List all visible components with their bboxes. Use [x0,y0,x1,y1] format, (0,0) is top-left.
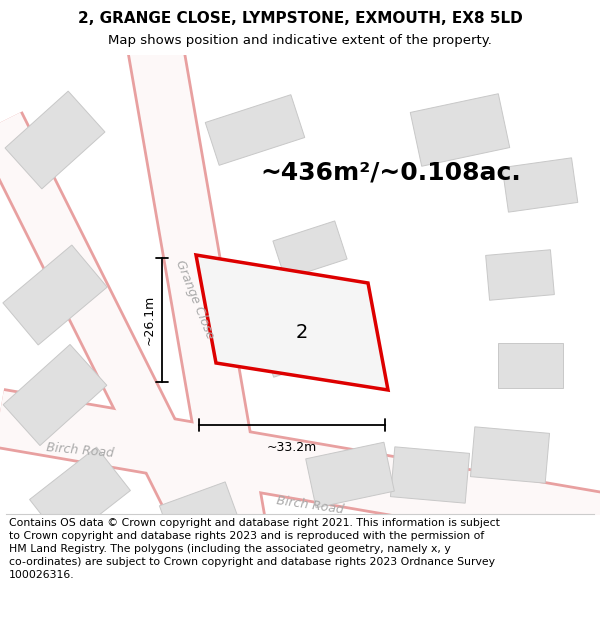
Polygon shape [273,221,347,279]
Polygon shape [3,344,107,446]
Text: 2, GRANGE CLOSE, LYMPSTONE, EXMOUTH, EX8 5LD: 2, GRANGE CLOSE, LYMPSTONE, EXMOUTH, EX8… [77,11,523,26]
Text: Birch Road: Birch Road [46,441,115,459]
Polygon shape [205,95,305,165]
Polygon shape [260,312,340,378]
Text: Grange Close: Grange Close [173,259,217,341]
Text: ~26.1m: ~26.1m [143,295,156,345]
Polygon shape [497,342,563,388]
Text: ~436m²/~0.108ac.: ~436m²/~0.108ac. [260,161,521,185]
Polygon shape [3,245,107,345]
Polygon shape [410,94,510,166]
Polygon shape [391,447,470,503]
Polygon shape [485,250,554,300]
Text: Contains OS data © Crown copyright and database right 2021. This information is : Contains OS data © Crown copyright and d… [9,518,500,579]
Text: ~33.2m: ~33.2m [267,441,317,454]
Polygon shape [29,447,130,543]
Text: 2: 2 [296,323,308,342]
Text: Birch Road: Birch Road [275,494,344,516]
Polygon shape [305,442,394,508]
Polygon shape [196,255,388,390]
Polygon shape [502,158,578,212]
Polygon shape [470,427,550,483]
Polygon shape [160,482,241,548]
Text: Map shows position and indicative extent of the property.: Map shows position and indicative extent… [108,34,492,47]
Polygon shape [5,91,105,189]
